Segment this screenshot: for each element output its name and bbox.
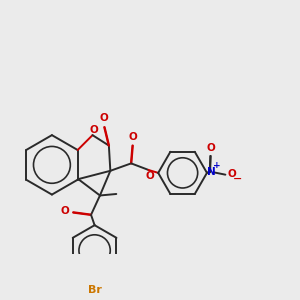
Text: N: N (207, 167, 216, 177)
Text: O: O (146, 172, 154, 182)
Text: Br: Br (88, 285, 102, 295)
Text: +: + (213, 161, 220, 170)
Text: O: O (61, 206, 69, 216)
Text: −: − (233, 174, 242, 184)
Text: O: O (227, 169, 236, 179)
Text: O: O (206, 142, 215, 153)
Text: O: O (99, 113, 108, 123)
Text: O: O (89, 125, 98, 135)
Text: O: O (128, 132, 137, 142)
